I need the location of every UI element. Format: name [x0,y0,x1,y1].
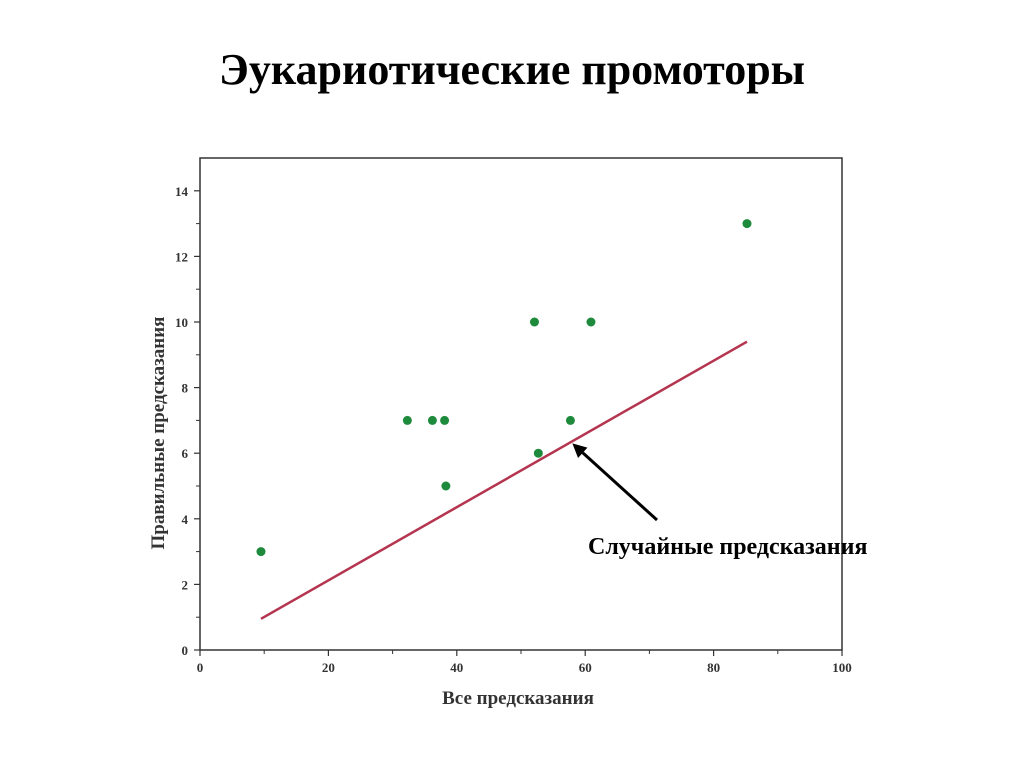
data-point [441,481,451,491]
x-axis-label: Все предсказания [442,688,594,709]
data-point [440,415,450,425]
y-axis-label: Правильные предсказания [148,317,169,550]
x-tick-label: 60 [579,660,592,675]
plot-frame [199,157,843,651]
chart-points [256,219,752,557]
y-tick-labels: 0 2 4 6 8 10 12 14 [175,184,189,658]
y-tick-label: 4 [182,512,189,527]
y-tick-label: 14 [175,184,189,199]
data-point [427,415,437,425]
y-tick-label: 10 [175,315,188,330]
y-tick-label: 6 [182,446,189,461]
data-point [256,547,266,557]
x-tick-label: 40 [450,660,463,675]
data-point [565,415,575,425]
data-point [529,317,539,327]
y-tick-label: 8 [182,381,189,396]
x-tick-label: 100 [832,660,852,675]
annotation-arrow [581,451,659,522]
data-point [402,415,412,425]
data-point [742,219,752,229]
x-tick-label: 80 [707,660,720,675]
annotation-label: Случайные предсказания [588,534,867,560]
data-point [533,448,543,458]
x-tick-labels: 0 20 40 60 80 100 [197,660,852,675]
axis-ticks [194,190,843,656]
y-tick-label: 2 [182,577,189,592]
x-tick-label: 0 [197,660,204,675]
y-tick-label: 0 [182,643,189,658]
annotation: Случайные предсказания [572,443,867,560]
series-line [260,340,748,620]
x-tick-label: 20 [322,660,335,675]
y-tick-label: 12 [175,249,188,264]
chart-lines [260,340,748,620]
data-point [586,317,596,327]
annotation-arrowhead [572,443,588,458]
slide-title: Эукариотические промоторы [218,45,806,94]
